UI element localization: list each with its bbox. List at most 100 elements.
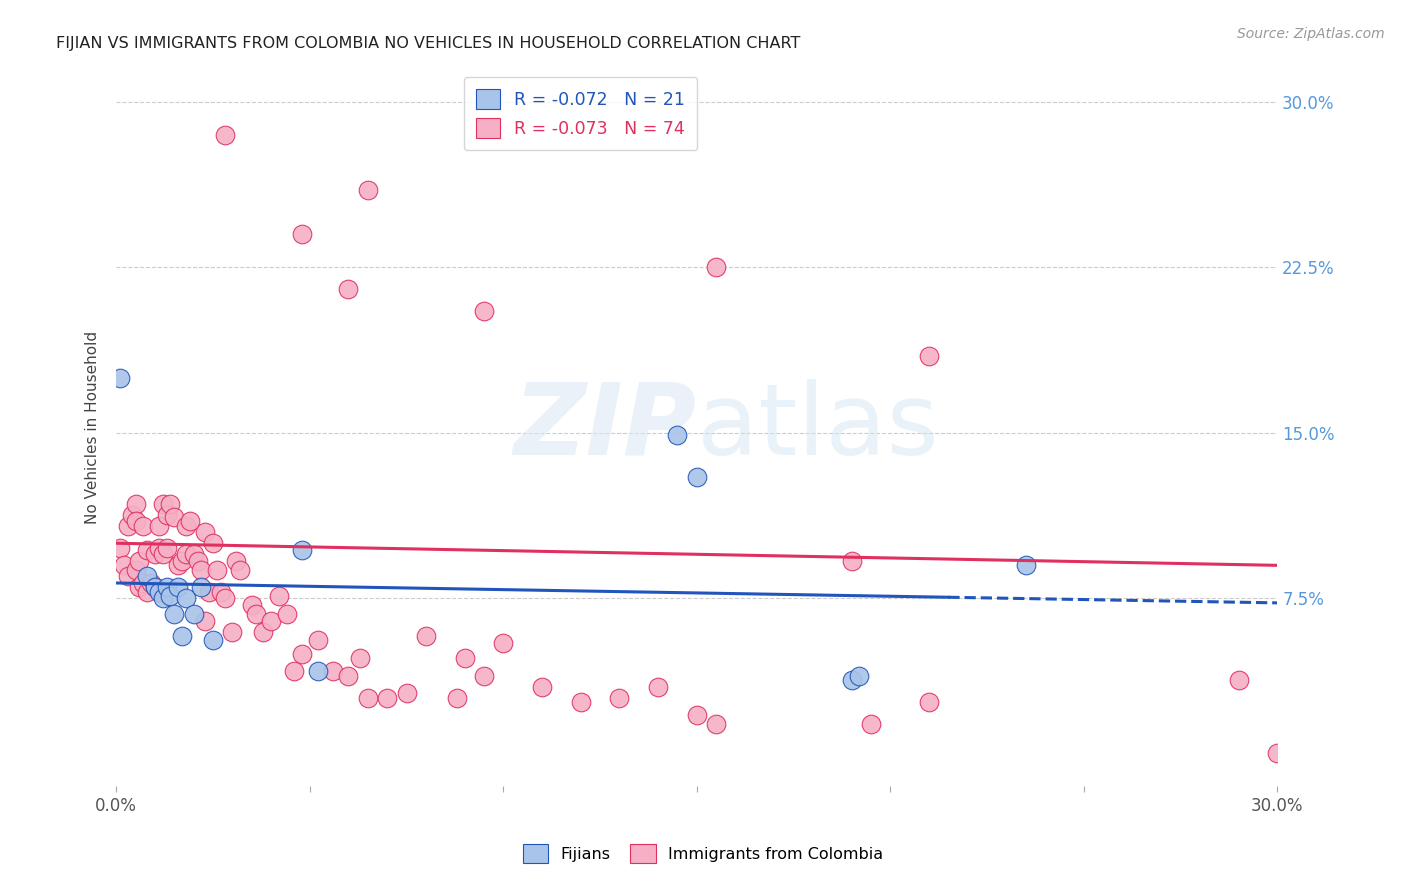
Point [148,584,170,599]
Point [229,563,252,577]
Point [124,496,146,510]
Point [163,607,186,621]
Point [472,304,495,318]
Point [190,563,212,577]
Point [918,349,941,363]
Point [159,589,181,603]
Point [167,581,190,595]
Point [349,651,371,665]
Point [202,536,225,550]
Point [647,680,669,694]
Point [1015,558,1038,573]
Point [194,525,217,540]
Point [859,717,882,731]
Point [183,547,205,561]
Point [666,428,689,442]
Point [117,569,139,583]
Point [136,542,159,557]
Point [124,563,146,577]
Point [337,282,360,296]
Point [174,547,197,561]
Point [225,554,247,568]
Point [214,128,236,142]
Point [841,673,863,688]
Point [155,541,177,555]
Point [276,607,298,621]
Point [124,514,146,528]
Point [252,624,274,639]
Point [117,518,139,533]
Y-axis label: No Vehicles in Household: No Vehicles in Household [86,331,100,524]
Point [167,558,190,573]
Point [170,629,193,643]
Point [267,589,290,603]
Point [1227,673,1250,688]
Point [214,591,236,606]
Text: FIJIAN VS IMMIGRANTS FROM COLOMBIA NO VEHICLES IN HOUSEHOLD CORRELATION CHART: FIJIAN VS IMMIGRANTS FROM COLOMBIA NO VE… [56,36,800,51]
Point [159,496,181,510]
Point [337,669,360,683]
Point [322,665,344,679]
Point [446,690,468,705]
Point [704,717,727,731]
Point [415,629,437,643]
Point [260,614,283,628]
Point [375,690,398,705]
Point [704,260,727,275]
Point [686,708,709,723]
Point [148,541,170,555]
Point [174,591,197,606]
Point [128,581,150,595]
Point [530,680,553,694]
Point [136,569,159,583]
Point [179,514,201,528]
Point [139,576,162,591]
Point [395,686,418,700]
Point [112,558,135,573]
Point [841,554,863,568]
Point [357,690,380,705]
Point [1265,746,1288,760]
Point [132,518,155,533]
Point [174,518,197,533]
Point [152,496,174,510]
Point [283,665,305,679]
Point [357,183,380,197]
Point [291,542,314,557]
Text: Source: ZipAtlas.com: Source: ZipAtlas.com [1237,27,1385,41]
Point [143,581,166,595]
Point [148,518,170,533]
Point [245,607,267,621]
Point [163,509,186,524]
Point [307,633,329,648]
Point [143,547,166,561]
Point [108,541,131,555]
Point [472,669,495,683]
Point [848,669,870,683]
Point [121,508,143,522]
Point [194,614,217,628]
Point [291,647,314,661]
Point [307,665,329,679]
Point [221,624,243,639]
Legend: Fijians, Immigrants from Colombia: Fijians, Immigrants from Colombia [515,836,891,871]
Point [132,576,155,591]
Point [291,227,314,241]
Point [152,591,174,606]
Point [183,607,205,621]
Point [136,584,159,599]
Point [128,554,150,568]
Text: ZIP: ZIP [513,379,697,475]
Point [209,584,232,599]
Point [108,370,131,384]
Point [190,581,212,595]
Point [152,547,174,561]
Point [453,651,475,665]
Point [240,598,263,612]
Point [170,554,193,568]
Point [202,633,225,648]
Point [918,695,941,709]
Legend: R = -0.072   N = 21, R = -0.073   N = 74: R = -0.072 N = 21, R = -0.073 N = 74 [464,78,697,150]
Point [143,581,166,595]
Point [492,635,515,649]
